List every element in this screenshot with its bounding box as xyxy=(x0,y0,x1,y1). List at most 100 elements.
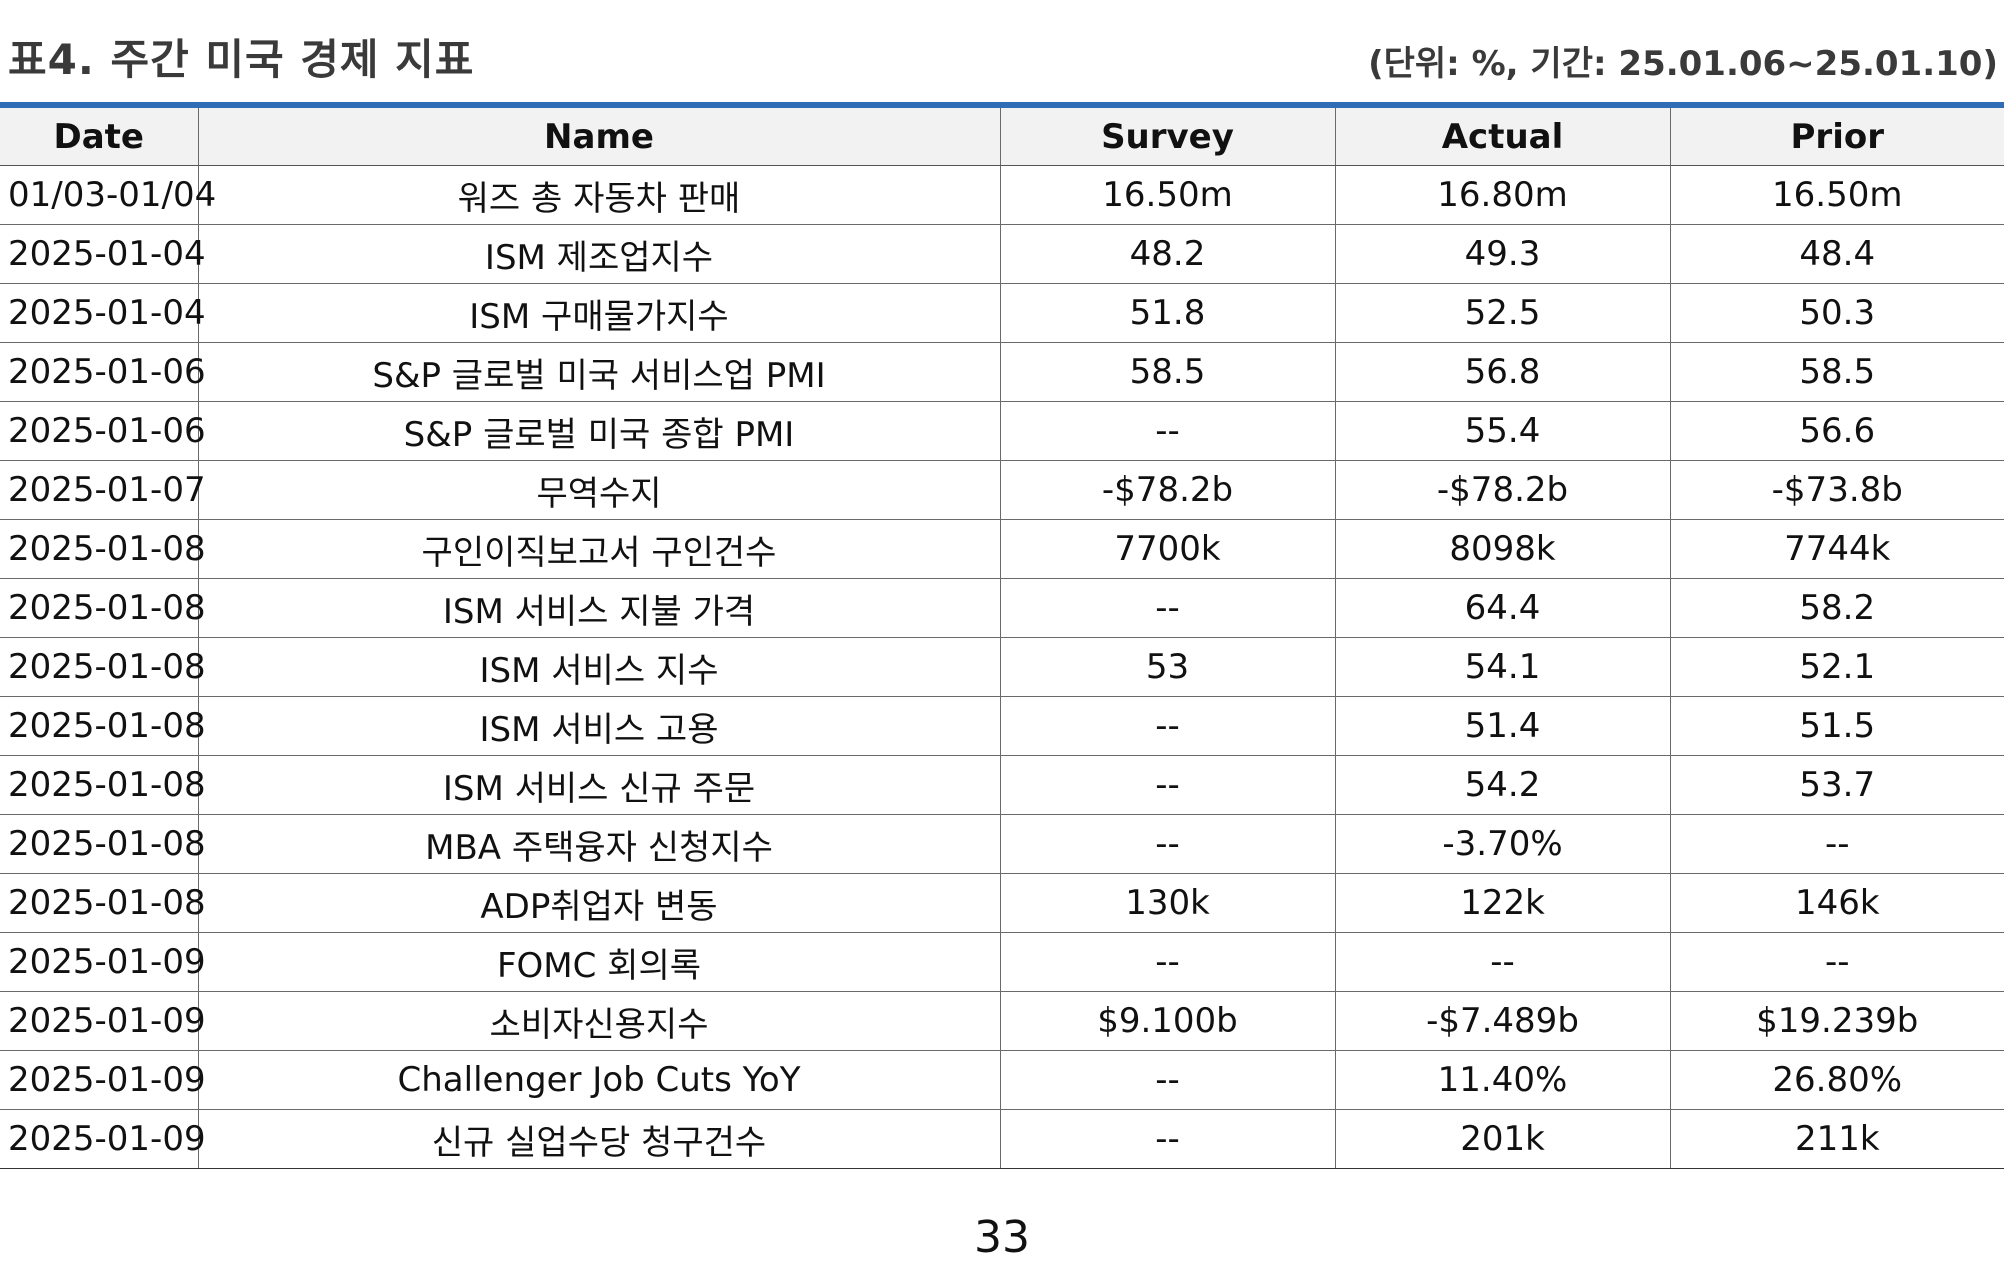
cell-actual: -$7.489b xyxy=(1334,991,1670,1051)
cell-survey: -$78.2b xyxy=(999,460,1335,520)
cell-survey: 7700k xyxy=(999,519,1335,579)
cell-actual: 52.5 xyxy=(1334,283,1670,343)
cell-actual: 64.4 xyxy=(1334,578,1670,638)
cell-prior: 53.7 xyxy=(1669,755,2004,815)
cell-date: 2025-01-04 xyxy=(0,224,206,284)
table-header-row: Date Name Survey Actual Prior xyxy=(0,108,2004,166)
cell-date: 2025-01-08 xyxy=(0,578,206,638)
cell-prior: 56.6 xyxy=(1669,401,2004,461)
cell-name: ISM 서비스 지불 가격 xyxy=(197,578,1000,638)
cell-prior: 50.3 xyxy=(1669,283,2004,343)
cell-survey: -- xyxy=(999,401,1335,461)
cell-date: 2025-01-08 xyxy=(0,696,206,756)
cell-name: MBA 주택융자 신청지수 xyxy=(197,814,1000,874)
table-row: 2025-01-08 ADP취업자 변동 130k 122k 146k xyxy=(0,873,2004,933)
cell-actual: -$78.2b xyxy=(1334,460,1670,520)
cell-survey: -- xyxy=(999,755,1335,815)
table-row: 2025-01-08 ISM 서비스 고용 -- 51.4 51.5 xyxy=(0,696,2004,756)
cell-name: ISM 서비스 지수 xyxy=(197,637,1000,697)
table-row: 2025-01-08 MBA 주택융자 신청지수 -- -3.70% -- xyxy=(0,814,2004,874)
cell-survey: 48.2 xyxy=(999,224,1335,284)
cell-survey: 51.8 xyxy=(999,283,1335,343)
table-title: 표4. 주간 미국 경제 지표 xyxy=(8,35,475,84)
cell-name: 소비자신용지수 xyxy=(197,991,1000,1051)
cell-actual: -3.70% xyxy=(1334,814,1670,874)
cell-prior: 58.2 xyxy=(1669,578,2004,638)
us-economic-indicators-table: Date Name Survey Actual Prior 01/03-01/0… xyxy=(0,108,2004,1169)
cell-actual: 11.40% xyxy=(1334,1050,1670,1110)
cell-prior: -- xyxy=(1669,814,2004,874)
column-header-prior: Prior xyxy=(1669,108,2004,166)
cell-date: 2025-01-08 xyxy=(0,637,206,697)
cell-date: 01/03-01/04 xyxy=(0,165,216,225)
column-header-date: Date xyxy=(0,108,198,166)
cell-name: 워즈 총 자동차 판매 xyxy=(197,165,1000,225)
cell-date: 2025-01-04 xyxy=(0,283,206,343)
table-header-area: 표4. 주간 미국 경제 지표 (단위: %, 기간: 25.01.06~25.… xyxy=(0,0,2004,108)
cell-date: 2025-01-06 xyxy=(0,342,206,402)
cell-prior: -- xyxy=(1669,932,2004,992)
cell-prior: 211k xyxy=(1669,1109,2004,1169)
cell-prior: 7744k xyxy=(1669,519,2004,579)
cell-prior: -$73.8b xyxy=(1669,460,2004,520)
cell-date: 2025-01-09 xyxy=(0,932,206,992)
cell-actual: 16.80m xyxy=(1334,165,1670,225)
cell-date: 2025-01-06 xyxy=(0,401,206,461)
table-row: 2025-01-09 FOMC 회의록 -- -- -- xyxy=(0,932,2004,992)
table-row: 2025-01-07 무역수지 -$78.2b -$78.2b -$73.8b xyxy=(0,460,2004,520)
cell-name: S&P 글로벌 미국 서비스업 PMI xyxy=(197,342,1000,402)
cell-actual: 51.4 xyxy=(1334,696,1670,756)
cell-survey: -- xyxy=(999,814,1335,874)
cell-survey: 58.5 xyxy=(999,342,1335,402)
column-header-actual: Actual xyxy=(1334,108,1670,166)
cell-date: 2025-01-08 xyxy=(0,755,206,815)
table-row: 2025-01-08 ISM 서비스 신규 주문 -- 54.2 53.7 xyxy=(0,755,2004,815)
cell-actual: 55.4 xyxy=(1334,401,1670,461)
cell-name: 구인이직보고서 구인건수 xyxy=(197,519,1000,579)
cell-prior: 58.5 xyxy=(1669,342,2004,402)
table-row: 2025-01-08 구인이직보고서 구인건수 7700k 8098k 7744k xyxy=(0,519,2004,579)
cell-name: ISM 서비스 신규 주문 xyxy=(197,755,1000,815)
cell-survey: 16.50m xyxy=(999,165,1335,225)
table-row: 2025-01-09 Challenger Job Cuts YoY -- 11.40… xyxy=(0,1050,2004,1110)
table-row: 01/03-01/04 워즈 총 자동차 판매 16.50m 16.80m 16.50m xyxy=(0,165,2004,225)
table-body: 01/03-01/04 워즈 총 자동차 판매 16.50m 16.80m 16.50m… xyxy=(0,165,2004,1169)
cell-survey: -- xyxy=(999,1050,1335,1110)
cell-prior: $19.239b xyxy=(1669,991,2004,1051)
cell-date: 2025-01-08 xyxy=(0,519,206,579)
table-row: 2025-01-04 ISM 제조업지수 48.2 49.3 48.4 xyxy=(0,224,2004,284)
cell-date: 2025-01-09 xyxy=(0,1050,206,1110)
cell-prior: 146k xyxy=(1669,873,2004,933)
cell-survey: $9.100b xyxy=(999,991,1335,1051)
cell-name: FOMC 회의록 xyxy=(197,932,1000,992)
cell-actual: 201k xyxy=(1334,1109,1670,1169)
cell-actual: 54.1 xyxy=(1334,637,1670,697)
cell-name: ADP취업자 변동 xyxy=(197,873,1000,933)
cell-date: 2025-01-09 xyxy=(0,991,206,1051)
cell-survey: -- xyxy=(999,932,1335,992)
cell-survey: -- xyxy=(999,696,1335,756)
cell-name: 신규 실업수당 청구건수 xyxy=(197,1109,1000,1169)
column-header-name: Name xyxy=(197,108,1000,166)
cell-prior: 26.80% xyxy=(1669,1050,2004,1110)
table-row: 2025-01-04 ISM 구매물가지수 51.8 52.5 50.3 xyxy=(0,283,2004,343)
cell-survey: -- xyxy=(999,578,1335,638)
table-row: 2025-01-08 ISM 서비스 지불 가격 -- 64.4 58.2 xyxy=(0,578,2004,638)
unit-period-note: (단위: %, 기간: 25.01.06~25.01.10) xyxy=(1368,44,1998,84)
table-row: 2025-01-06 S&P 글로벌 미국 서비스업 PMI 58.5 56.8 58.… xyxy=(0,342,2004,402)
cell-actual: 54.2 xyxy=(1334,755,1670,815)
cell-name: 무역수지 xyxy=(197,460,1000,520)
cell-actual: 49.3 xyxy=(1334,224,1670,284)
cell-name: ISM 구매물가지수 xyxy=(197,283,1000,343)
cell-prior: 52.1 xyxy=(1669,637,2004,697)
cell-actual: 122k xyxy=(1334,873,1670,933)
table-row: 2025-01-09 신규 실업수당 청구건수 -- 201k 211k xyxy=(0,1109,2004,1169)
cell-actual: 56.8 xyxy=(1334,342,1670,402)
column-header-survey: Survey xyxy=(999,108,1335,166)
cell-prior: 51.5 xyxy=(1669,696,2004,756)
cell-name: S&P 글로벌 미국 종합 PMI xyxy=(197,401,1000,461)
page-number: 33 xyxy=(974,1212,1030,1263)
title-rule xyxy=(0,102,2004,108)
table-row: 2025-01-08 ISM 서비스 지수 53 54.1 52.1 xyxy=(0,637,2004,697)
